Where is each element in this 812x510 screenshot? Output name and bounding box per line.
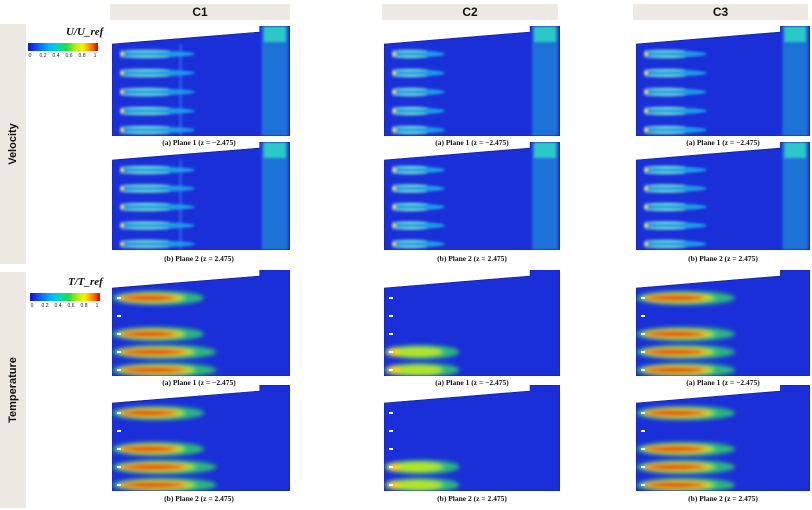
velocity-tick: 0.8	[78, 53, 86, 59]
velocity-c3-plane2	[636, 142, 810, 250]
column-header-c3: C3	[633, 4, 808, 20]
caption-velocity-c1-plane1: (a) Plane 1 (z = −2.475)	[162, 138, 236, 147]
caption-temperature-c2-plane1: (a) Plane 1 (z = −2.475)	[435, 378, 509, 387]
field-plot	[384, 142, 560, 250]
temperature-c1-plane2	[112, 385, 290, 491]
velocity-colorbar-legend: U/U_ref 0 0.2 0.4 0.6 0.8 1	[28, 26, 108, 66]
field-plot	[384, 270, 560, 376]
column-header-c2: C2	[382, 4, 558, 20]
field-plot	[384, 26, 560, 136]
caption-velocity-c1-plane2: (b) Plane 2 (z = 2.475)	[164, 254, 234, 263]
field-plot	[384, 385, 560, 491]
velocity-c1-plane1	[112, 26, 290, 136]
caption-temperature-c1-plane2: (b) Plane 2 (z = 2.475)	[164, 494, 234, 503]
caption-temperature-c3-plane1: (a) Plane 1 (z = −2.475)	[686, 378, 760, 387]
velocity-tick: 0.6	[65, 53, 73, 59]
caption-velocity-c2-plane1: (a) Plane 1 (z = −2.475)	[435, 138, 509, 147]
temperature-c3-plane1	[636, 270, 810, 376]
temperature-c2-plane1	[384, 270, 560, 376]
column-header-c1: C1	[110, 4, 290, 20]
temperature-c1-plane1	[112, 270, 290, 376]
field-plot	[112, 26, 290, 136]
caption-temperature-c2-plane2: (b) Plane 2 (z = 2.475)	[437, 494, 507, 503]
velocity-legend-title: U/U_ref	[66, 26, 104, 38]
row-label-velocity: Velocity	[7, 123, 19, 165]
field-plot	[112, 385, 290, 491]
field-plot	[636, 270, 810, 376]
velocity-c1-plane2	[112, 142, 290, 250]
row-header-temperature: Temperature	[0, 272, 26, 508]
velocity-tick: 0.4	[52, 53, 60, 59]
velocity-tick: 0.2	[39, 53, 47, 59]
caption-velocity-c3-plane2: (b) Plane 2 (z = 2.475)	[688, 254, 758, 263]
temperature-c3-plane2	[636, 385, 810, 491]
temperature-tick: 0.8	[80, 303, 88, 309]
row-label-temperature: Temperature	[7, 357, 19, 423]
caption-temperature-c3-plane2: (b) Plane 2 (z = 2.475)	[688, 494, 758, 503]
velocity-c2-plane1	[384, 26, 560, 136]
velocity-tick: 1	[93, 53, 97, 59]
velocity-c3-plane1	[636, 26, 810, 136]
temperature-tick: 0.4	[54, 303, 62, 309]
temperature-tick: 0	[30, 303, 34, 309]
field-plot	[636, 385, 810, 491]
caption-velocity-c2-plane2: (b) Plane 2 (z = 2.475)	[437, 254, 507, 263]
temperature-tick: 0.6	[67, 303, 75, 309]
caption-temperature-c1-plane1: (a) Plane 1 (z = −2.475)	[162, 378, 236, 387]
temperature-tick: 1	[95, 303, 99, 309]
velocity-c2-plane2	[384, 142, 560, 250]
caption-velocity-c3-plane1: (a) Plane 1 (z = −2.475)	[686, 138, 760, 147]
row-header-velocity: Velocity	[0, 24, 26, 264]
velocity-tick: 0	[28, 53, 32, 59]
temperature-c2-plane2	[384, 385, 560, 491]
velocity-colorbar	[28, 43, 98, 51]
temperature-tick: 0.2	[41, 303, 49, 309]
field-plot	[636, 26, 810, 136]
field-plot	[636, 142, 810, 250]
temperature-legend-title: T/T_ref	[68, 276, 103, 288]
field-plot	[112, 142, 290, 250]
temperature-colorbar	[30, 293, 100, 301]
field-plot	[112, 270, 290, 376]
temperature-colorbar-legend: T/T_ref 0 0.2 0.4 0.6 0.8 1	[30, 276, 110, 316]
